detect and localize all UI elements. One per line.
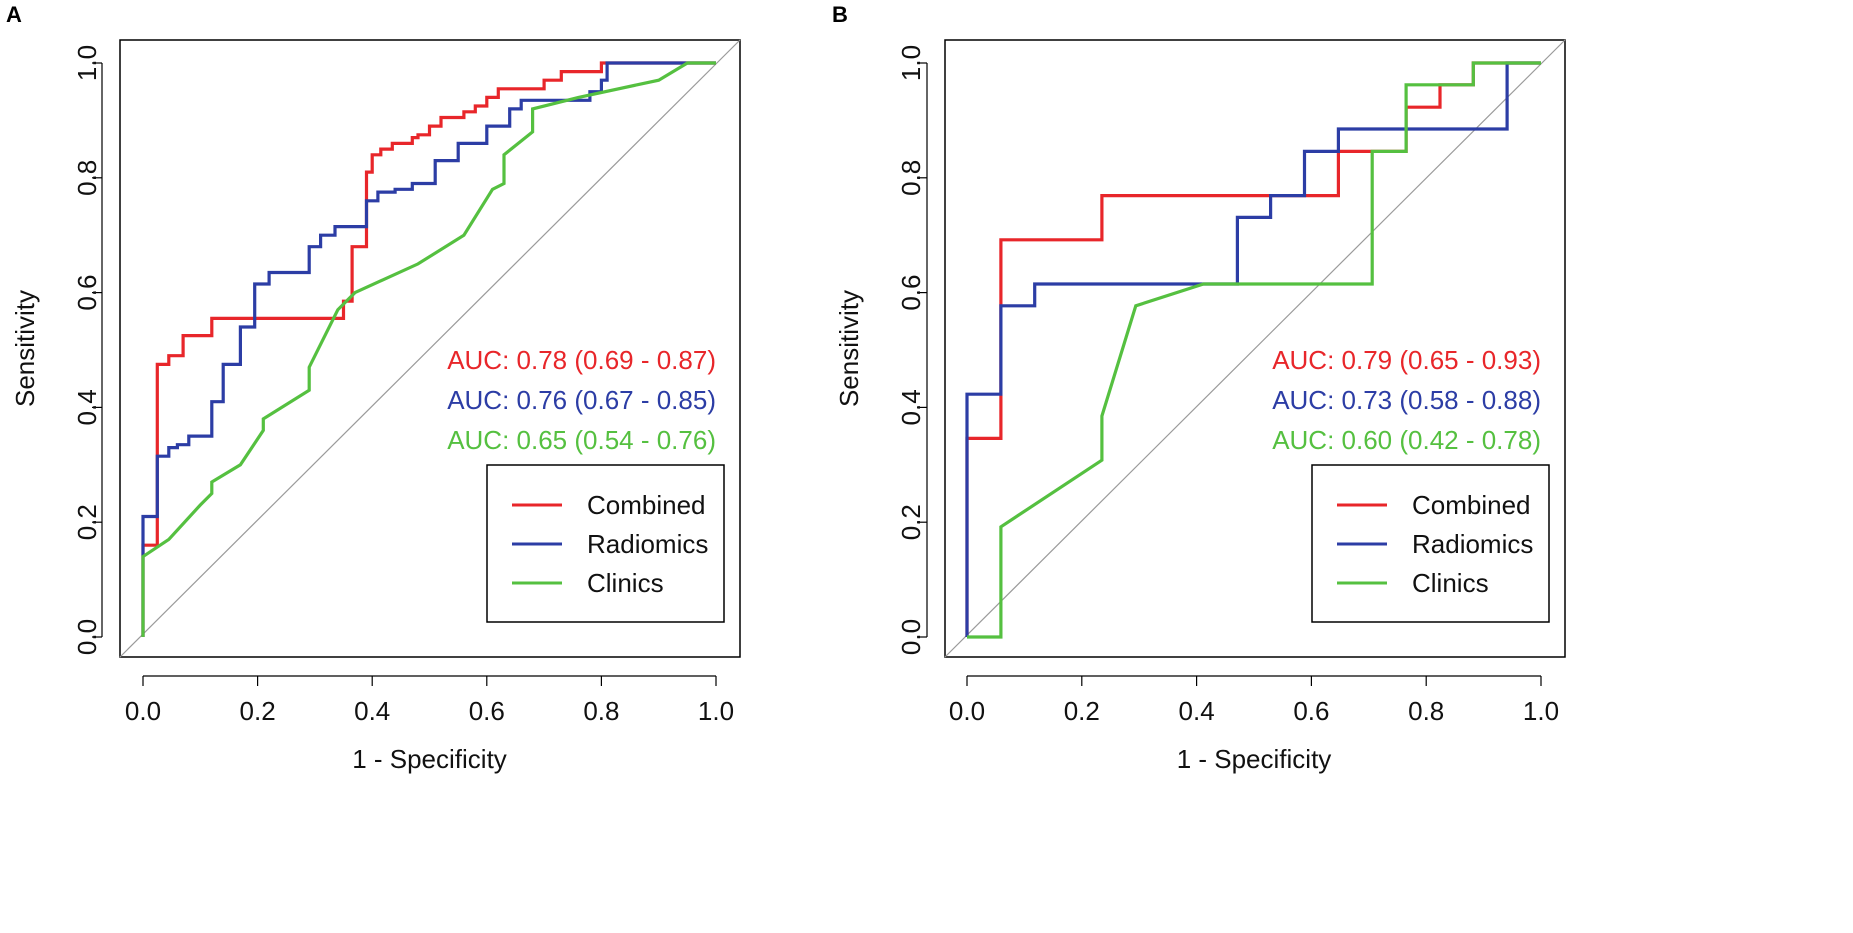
roc-line-combined bbox=[141, 61, 716, 637]
y-axis-title: Sensitivity bbox=[10, 290, 40, 407]
auc-label-radiomics: AUC: 0.73 (0.58 - 0.88) bbox=[1272, 385, 1541, 415]
x-tick-label: 0.8 bbox=[1408, 696, 1444, 726]
plot-frame bbox=[119, 39, 741, 658]
y-tick-label: 0.4 bbox=[72, 389, 102, 425]
x-tick-label: 0.2 bbox=[1064, 696, 1100, 726]
x-tick-label: 1.0 bbox=[698, 696, 734, 726]
roc-line-radiomics bbox=[965, 61, 1541, 637]
x-axis-title: 1 - Specificity bbox=[352, 744, 507, 774]
legend-label-combined: Combined bbox=[1412, 490, 1531, 520]
reference-diagonal-line bbox=[944, 39, 1566, 658]
roc-panel-a: A 0.0 0.2 0.4 0.6 0.8 1.0 0.0 0.2 0.4 0.6 0.8 1.0 1 -… bbox=[6, 2, 741, 774]
legend-label-combined: Combined bbox=[587, 490, 706, 520]
y-tick-label: 0.8 bbox=[72, 160, 102, 196]
x-tick-label: 0.2 bbox=[240, 696, 276, 726]
panel-label: A bbox=[6, 2, 22, 27]
reference-diagonal-line bbox=[119, 39, 741, 658]
plot-frame bbox=[944, 39, 1566, 658]
y-tick-label: 0.2 bbox=[896, 504, 926, 540]
y-tick-label: 0.4 bbox=[896, 389, 926, 425]
x-axis-title: 1 - Specificity bbox=[1177, 744, 1332, 774]
y-tick-label: 0.8 bbox=[896, 160, 926, 196]
roc-panel-b: B 0.0 0.2 0.4 0.6 0.8 1.0 0.0 0.2 0.4 0.6 0.8 1.0 1 -… bbox=[832, 2, 1566, 774]
x-tick-label: 1.0 bbox=[1523, 696, 1559, 726]
roc-line-radiomics bbox=[141, 61, 716, 637]
y-tick-label: 0.2 bbox=[72, 504, 102, 540]
y-tick-label: 1.0 bbox=[896, 45, 926, 81]
y-tick-label: 0.6 bbox=[896, 275, 926, 311]
legend-label-clinics: Clinics bbox=[1412, 568, 1489, 598]
x-tick-label: 0.0 bbox=[125, 696, 161, 726]
legend-label-radiomics: Radiomics bbox=[1412, 529, 1533, 559]
x-tick-label: 0.8 bbox=[583, 696, 619, 726]
x-tick-label: 0.4 bbox=[1179, 696, 1215, 726]
y-tick-label: 0.0 bbox=[896, 619, 926, 655]
y-tick-label: 1.0 bbox=[72, 45, 102, 81]
panel-label: B bbox=[832, 2, 848, 27]
x-tick-label: 0.4 bbox=[354, 696, 390, 726]
y-tick-label: 0.6 bbox=[72, 275, 102, 311]
auc-label-radiomics: AUC: 0.76 (0.67 - 0.85) bbox=[447, 385, 716, 415]
auc-label-combined: AUC: 0.78 (0.69 - 0.87) bbox=[447, 345, 716, 375]
legend-label-radiomics: Radiomics bbox=[587, 529, 708, 559]
auc-label-combined: AUC: 0.79 (0.65 - 0.93) bbox=[1272, 345, 1541, 375]
x-tick-label: 0.6 bbox=[469, 696, 505, 726]
roc-line-clinics bbox=[967, 61, 1541, 639]
x-tick-label: 0.6 bbox=[1293, 696, 1329, 726]
legend-label-clinics: Clinics bbox=[587, 568, 664, 598]
y-tick-label: 0.0 bbox=[72, 619, 102, 655]
y-axis-title: Sensitivity bbox=[834, 290, 864, 407]
roc-line-clinics bbox=[141, 61, 716, 637]
auc-label-clinics: AUC: 0.60 (0.42 - 0.78) bbox=[1272, 425, 1541, 455]
auc-label-clinics: AUC: 0.65 (0.54 - 0.76) bbox=[447, 425, 716, 455]
x-tick-label: 0.0 bbox=[949, 696, 985, 726]
